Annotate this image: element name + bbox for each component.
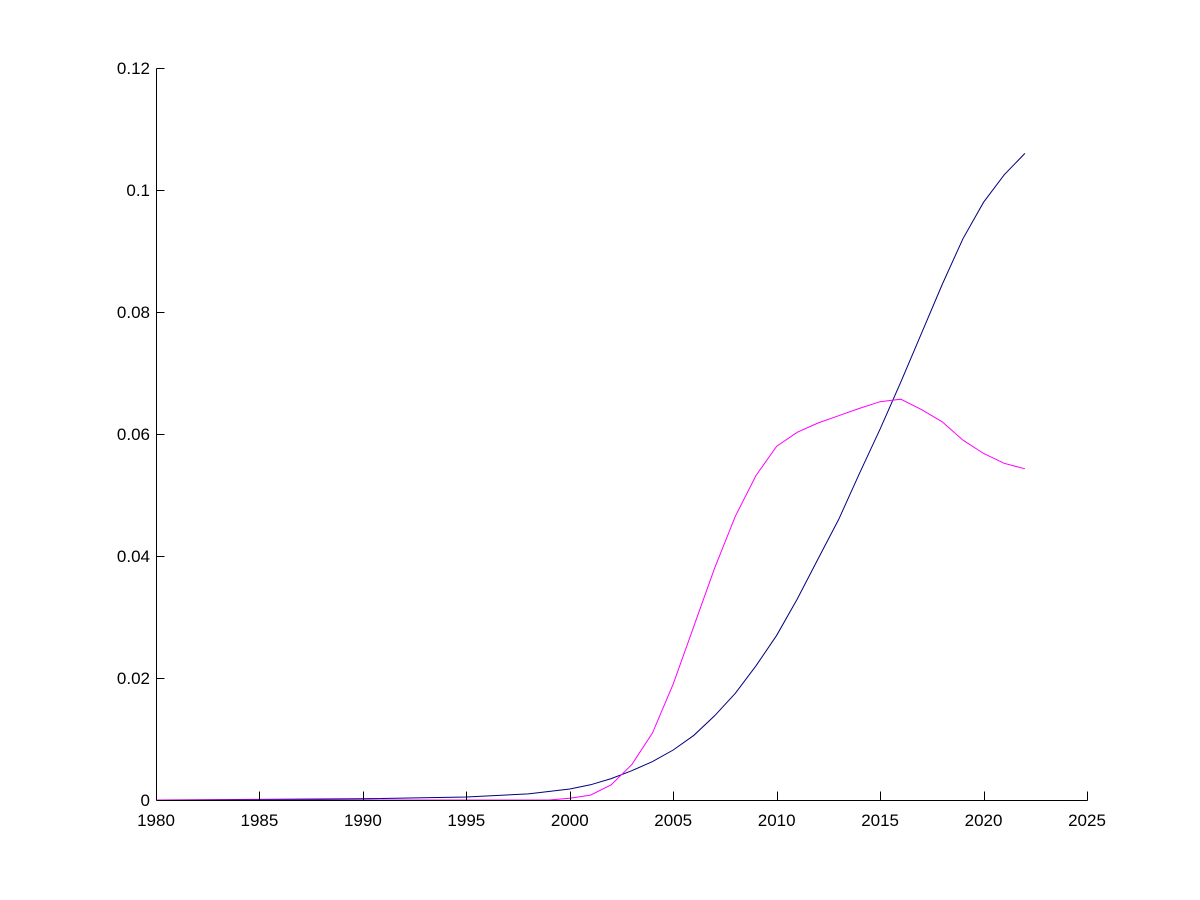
axes-layer [156, 68, 1088, 801]
series-line-1 [155, 153, 1026, 801]
x-tick-label: 1985 [241, 811, 279, 830]
y-tick-label: 0 [141, 791, 150, 810]
x-tick-label: 2020 [965, 811, 1003, 830]
series-line-2 [156, 398, 1026, 801]
y-tick-label: 0.1 [126, 181, 150, 200]
x-tick-label: 2010 [758, 811, 796, 830]
series-layer [155, 153, 1026, 801]
x-tick-label: 1990 [344, 811, 382, 830]
x-tick-label: 1980 [137, 811, 175, 830]
x-tick-label: 2025 [1068, 811, 1106, 830]
y-tick-label: 0.08 [117, 303, 150, 322]
y-tick-label: 0.02 [117, 669, 150, 688]
y-tick-label: 0.12 [117, 59, 150, 78]
ticks-layer: 1980 1985 1990 1995 2000 2005 2010 2015 2020 2025… [117, 59, 1106, 830]
y-tick-label: 0.04 [117, 547, 150, 566]
x-tick-label: 2005 [654, 811, 692, 830]
x-tick-label: 2015 [861, 811, 899, 830]
y-tick-label: 0.06 [117, 425, 150, 444]
x-tick-label: 1995 [447, 811, 485, 830]
x-tick-label: 2000 [551, 811, 589, 830]
